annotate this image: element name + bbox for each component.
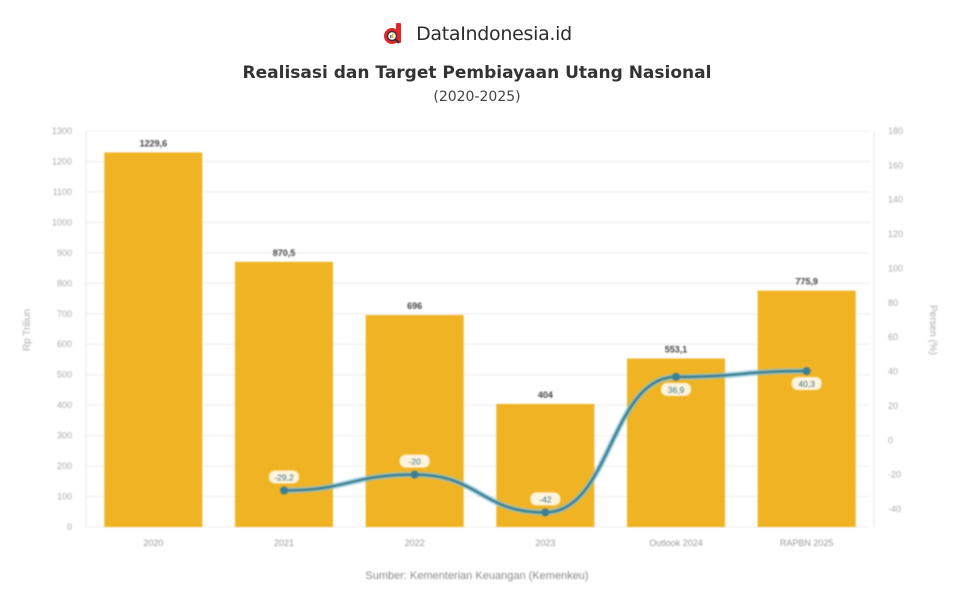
line-point[interactable] — [672, 372, 680, 381]
line-label-bg — [530, 492, 561, 506]
bar-value-label: 696 — [407, 301, 422, 311]
y-tick-left: 300 — [57, 431, 72, 441]
y-tick-left: 600 — [57, 339, 72, 349]
line-value-label: -20 — [409, 457, 422, 467]
bar-value-label: 553,1 — [665, 345, 688, 355]
line-label-bg — [661, 382, 691, 396]
bar[interactable] — [757, 290, 856, 527]
bar-value-label: 1229,6 — [140, 138, 168, 148]
y-tick-right: 160 — [888, 160, 903, 170]
line-point[interactable] — [410, 470, 419, 479]
datalindonesia-logo-icon — [384, 23, 402, 44]
y-tick-right: -40 — [888, 504, 901, 514]
y-tick-right: 180 — [888, 126, 903, 136]
y-tick-left: 900 — [57, 248, 72, 258]
y-tick-right: 40 — [888, 367, 898, 377]
bar-value-label: 404 — [538, 390, 553, 400]
y-tick-left: 500 — [57, 370, 72, 380]
chart-subtitle: (2020-2025) — [433, 89, 521, 105]
source-note: Sumber: Kementerian Keuangan (Kemenkeu) — [365, 570, 589, 582]
line-value-label: 36,9 — [668, 385, 685, 395]
y-tick-right: 120 — [888, 229, 903, 239]
y-tick-right: 20 — [888, 401, 898, 411]
bar[interactable] — [104, 152, 203, 527]
x-tick-label: 2022 — [405, 538, 425, 548]
y-tick-left: 0 — [67, 522, 72, 532]
line-point[interactable] — [802, 367, 811, 376]
brand-name: DataIndonesia.id — [416, 23, 572, 45]
y-tick-right: 80 — [888, 298, 898, 308]
y-tick-right: -20 — [888, 470, 901, 480]
line-point[interactable] — [280, 486, 288, 495]
line-label-bg — [269, 470, 299, 484]
line-label-bg — [791, 377, 822, 391]
bar-value-label: 775,9 — [795, 277, 818, 287]
x-tick-label: 2020 — [143, 538, 163, 548]
x-tick-label: RAPBN 2025 — [780, 538, 834, 548]
y-tick-left: 1100 — [53, 187, 72, 197]
y-tick-right: 0 — [888, 435, 893, 445]
y-tick-left: 100 — [57, 492, 72, 502]
y-axis-label-right: Persen (%) — [927, 305, 938, 355]
bar-value-label: 870,5 — [273, 248, 296, 258]
x-tick-label: 2023 — [535, 538, 555, 548]
y-tick-left: 800 — [57, 278, 72, 288]
line-value-label: 40,3 — [798, 379, 815, 389]
y-tick-left: 200 — [57, 461, 72, 471]
y-axis-label-left: Rp Triliun — [22, 309, 33, 351]
line-point[interactable] — [541, 508, 550, 517]
y-tick-right: 100 — [888, 263, 903, 273]
y-tick-right: 60 — [888, 332, 898, 342]
brand-header: DataIndonesia.id — [0, 22, 954, 46]
y-tick-left: 700 — [57, 309, 72, 319]
line-value-label: -42 — [539, 494, 552, 504]
x-tick-label: Outlook 2024 — [649, 538, 703, 548]
x-tick-label: 2021 — [274, 538, 294, 548]
growth-line — [283, 369, 807, 514]
bar[interactable] — [365, 314, 464, 527]
y-tick-left: 1300 — [52, 126, 72, 136]
y-tick-left: 1000 — [52, 217, 72, 227]
chart-title: Realisasi dan Target Pembiayaan Utang Na… — [242, 63, 712, 83]
y-tick-right: 140 — [888, 195, 903, 205]
line-label-bg — [399, 454, 430, 468]
y-tick-left: 1200 — [52, 156, 72, 166]
y-tick-left: 400 — [57, 400, 72, 410]
line-value-label: -29,2 — [274, 472, 294, 482]
